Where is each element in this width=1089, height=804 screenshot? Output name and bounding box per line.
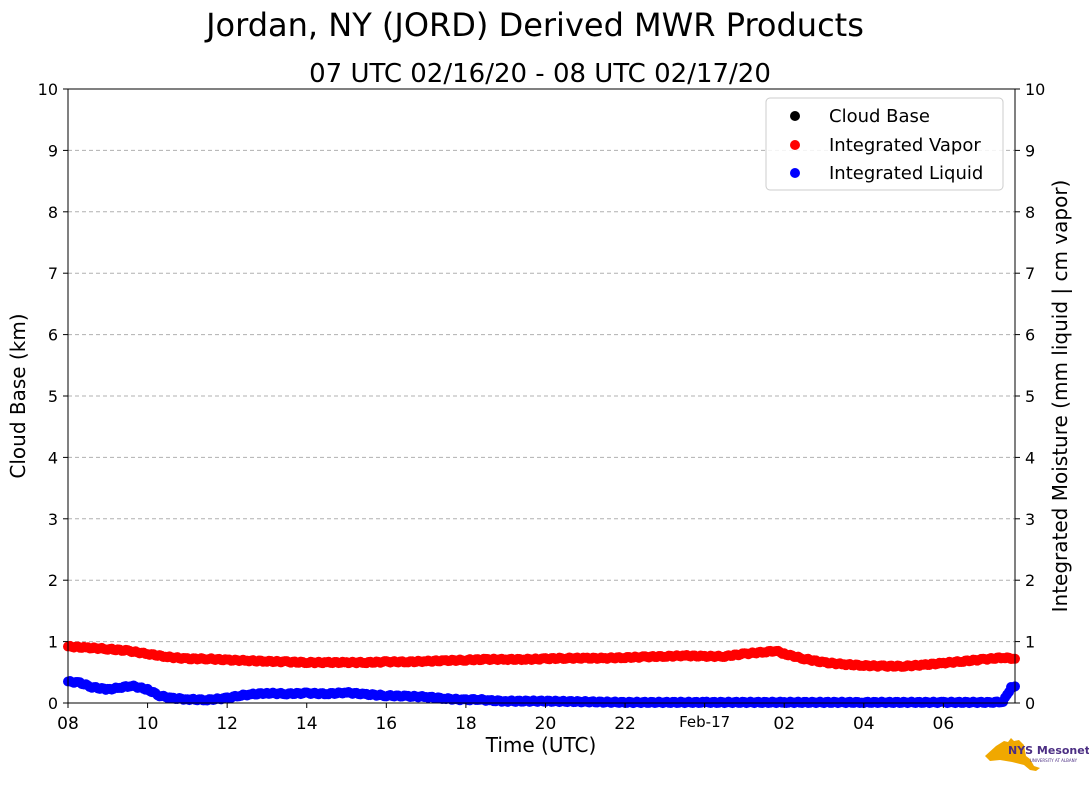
y-tick-label-right: 7 <box>1025 264 1035 283</box>
y-tick-label-right: 5 <box>1025 387 1035 406</box>
y-tick-label-left: 6 <box>48 326 58 345</box>
chart-title: Jordan, NY (JORD) Derived MWR Products <box>204 6 864 44</box>
x-axis-label: Time (UTC) <box>485 733 597 757</box>
y-tick-label-left: 0 <box>48 694 58 713</box>
nys-mesonet-logo: NYS Mesonet UNIVERSITY AT ALBANY <box>985 738 1089 771</box>
ny-state-shape-icon <box>985 738 1040 771</box>
x-tick-label: 02 <box>773 714 795 734</box>
x-tick-label: 14 <box>296 714 318 734</box>
y-tick-label-left: 4 <box>48 448 58 467</box>
y-tick-label-right: 8 <box>1025 203 1035 222</box>
y-tick-label-right: 6 <box>1025 326 1035 345</box>
x-tick-label: 20 <box>535 714 557 734</box>
x-tick-label: 10 <box>137 714 159 734</box>
legend: Cloud Base Integrated Vapor Integrated L… <box>765 97 1004 191</box>
data-points <box>63 640 1020 709</box>
x-tick-label: 08 <box>57 714 79 734</box>
logo-subtext: UNIVERSITY AT ALBANY <box>1030 758 1078 763</box>
y-tick-label-right: 10 <box>1025 80 1045 99</box>
legend-marker-cloud-base <box>790 111 800 121</box>
y-tick-label-right: 9 <box>1025 141 1035 160</box>
y-tick-label-left: 10 <box>38 80 58 99</box>
y-axis-label-left: Cloud Base (km) <box>6 313 30 478</box>
x-tick-label: 04 <box>853 714 875 734</box>
y-tick-label-right: 3 <box>1025 510 1035 529</box>
y-tick-label-left: 8 <box>48 203 58 222</box>
x-tick-label: 06 <box>933 714 955 734</box>
x-tick-label: 18 <box>455 714 477 734</box>
y-tick-label-right: 1 <box>1025 633 1035 652</box>
legend-marker-integrated-vapor <box>790 140 800 150</box>
legend-label-integrated-vapor: Integrated Vapor <box>829 135 981 156</box>
legend-box <box>765 97 1004 191</box>
y-tick-label-left: 1 <box>48 633 58 652</box>
x-tick-label: 16 <box>375 714 397 734</box>
legend-label-cloud-base: Cloud Base <box>829 106 930 127</box>
y-tick-label-left: 7 <box>48 264 58 283</box>
x-tick-label: Feb-17 <box>679 713 730 731</box>
x-tick-label: 12 <box>216 714 238 734</box>
logo-text: NYS Mesonet <box>1008 744 1089 757</box>
chart-subtitle: 07 UTC 02/16/20 - 08 UTC 02/17/20 <box>309 59 771 89</box>
y-tick-label-left: 3 <box>48 510 58 529</box>
y-tick-label-right: 2 <box>1025 571 1035 590</box>
y-tick-label-left: 9 <box>48 141 58 160</box>
y-tick-label-left: 5 <box>48 387 58 406</box>
y-axis-label-right: Integrated Moisture (mm liquid | cm vapo… <box>1048 180 1072 613</box>
x-tick-label: 22 <box>614 714 636 734</box>
y-tick-label-right: 4 <box>1025 448 1035 467</box>
y-tick-label-left: 2 <box>48 571 58 590</box>
y-tick-label-right: 0 <box>1025 694 1035 713</box>
legend-marker-integrated-liquid <box>790 168 800 178</box>
legend-label-integrated-liquid: Integrated Liquid <box>829 163 983 184</box>
grid-lines <box>68 149 1015 643</box>
